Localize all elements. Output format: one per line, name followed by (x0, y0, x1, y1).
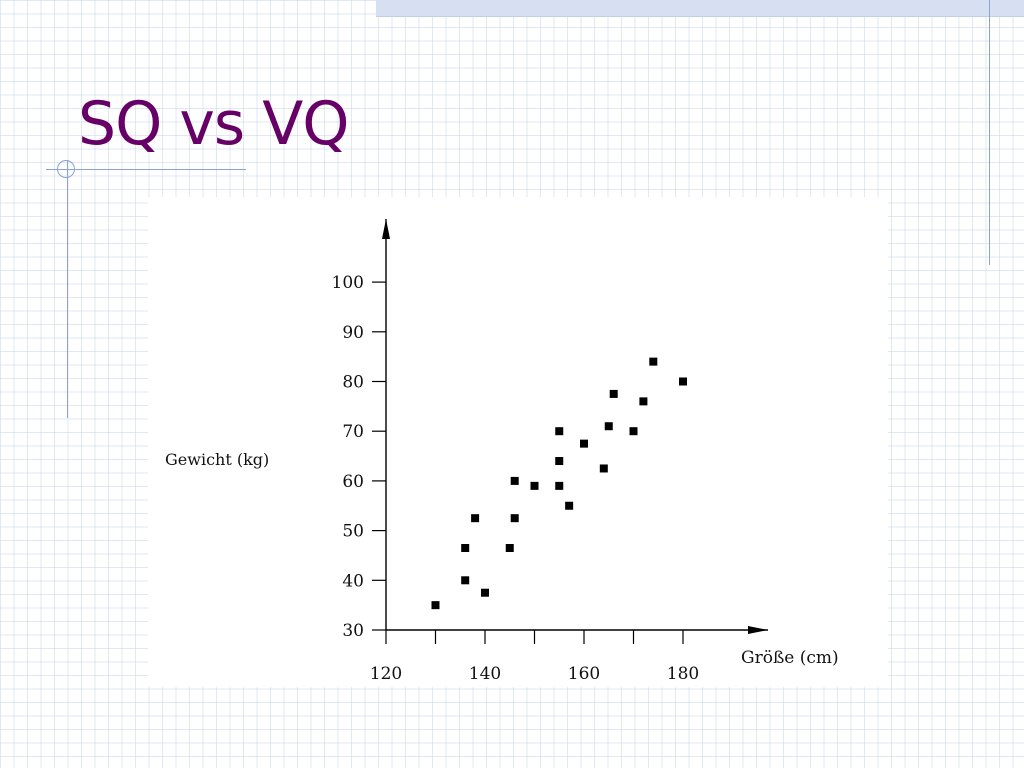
x-tick-label: 160 (568, 664, 600, 684)
data-point (431, 601, 440, 610)
decorative-rule-left (67, 160, 68, 418)
x-axis-label: Größe (cm) (741, 648, 839, 668)
data-point (555, 427, 564, 436)
data-point (510, 514, 519, 523)
data-point (555, 481, 564, 490)
data-point (505, 543, 514, 552)
data-point (649, 357, 658, 366)
x-tick-label: 140 (469, 664, 501, 684)
x-tick-label: 120 (370, 664, 402, 684)
data-point (609, 389, 618, 398)
data-point (679, 377, 687, 386)
y-tick-label: 40 (342, 571, 364, 591)
data-point (580, 439, 588, 448)
y-axis-label: Gewicht (kg) (165, 450, 269, 469)
x-axis-arrow (748, 626, 768, 634)
y-tick-label: 60 (342, 472, 364, 492)
chart-points (431, 357, 687, 610)
y-tick-label: 50 (342, 522, 364, 542)
chart-axes (382, 219, 768, 634)
y-tick-label: 70 (342, 422, 364, 442)
y-tick-label: 90 (342, 323, 364, 343)
decorative-circle (57, 160, 75, 178)
data-point (530, 481, 539, 490)
chart-panel: 30 40 50 60 70 80 90 100 120 140 160 180 Gewicht (k… (148, 197, 888, 687)
decorative-rule-title (46, 169, 246, 170)
data-point (461, 576, 470, 585)
header-band (376, 0, 1024, 17)
chart-ticks: 30 40 50 60 70 80 90 100 120 140 160 180 (332, 273, 700, 684)
y-tick-label: 30 (342, 621, 364, 641)
data-point (629, 427, 638, 436)
data-point (639, 397, 648, 406)
data-point (481, 588, 489, 597)
data-point (510, 476, 519, 485)
y-axis-arrow (382, 219, 390, 239)
slide-title: SQ vs VQ (78, 89, 349, 159)
y-tick-label: 80 (342, 373, 364, 393)
data-point (604, 422, 613, 431)
y-tick-label: 100 (332, 273, 364, 293)
scatter-chart: 30 40 50 60 70 80 90 100 120 140 160 180 Gewicht (k… (165, 219, 839, 684)
data-point (599, 464, 608, 473)
x-tick-label: 180 (667, 664, 699, 684)
data-point (471, 514, 480, 523)
data-point (555, 457, 564, 466)
data-point (461, 543, 470, 552)
data-point (565, 501, 574, 510)
decorative-rule-right (989, 0, 990, 265)
